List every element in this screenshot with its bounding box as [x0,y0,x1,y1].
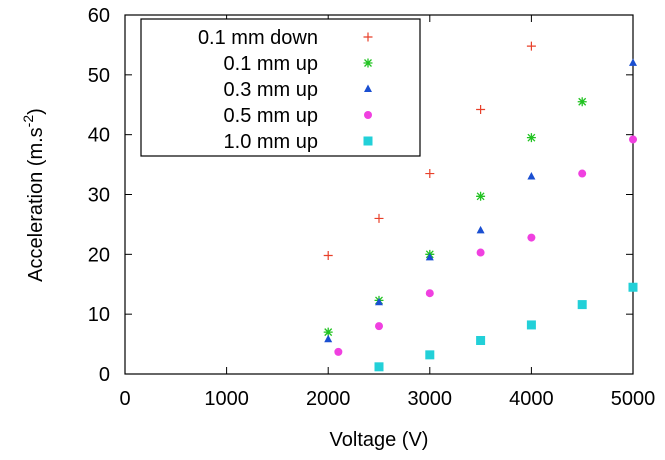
y-tick-label: 10 [88,304,110,326]
x-tick-label: 2000 [306,388,351,410]
data-point [526,41,536,51]
data-point [577,300,587,310]
legend-label: 1.0 mm up [224,131,318,153]
data-point [323,327,333,337]
x-axis-title: Voltage (V) [330,429,429,451]
y-tick-label: 0 [99,364,110,386]
data-point [476,248,485,257]
y-tick-label: 30 [88,185,110,207]
data-point [476,225,485,234]
data-point [374,213,384,223]
y-tick-label: 40 [88,125,110,147]
data-point [324,334,333,343]
data-point [628,282,638,292]
data-point [323,251,333,261]
data-point [425,169,435,179]
data-points [323,41,638,372]
data-point [374,362,384,372]
x-tick-label: 3000 [408,388,453,410]
data-point [527,172,536,180]
x-tick-label: 0 [119,388,130,410]
data-point [476,191,486,201]
legend-marker [364,84,372,92]
data-point [375,322,383,331]
y-tick-label: 50 [88,65,110,87]
plot-frame [124,14,634,375]
data-point [476,105,486,115]
data-point [629,58,637,66]
data-point [527,233,536,242]
data-point [629,135,637,144]
data-point [476,335,486,345]
legend-marker [363,32,373,42]
y-tick-labels: 0 10 20 30 40 50 60 [88,5,110,386]
data-point [425,350,435,360]
x-tick-label: 5000 [611,388,656,410]
data-point [334,347,343,356]
y-tick-label: 20 [88,244,110,266]
x-tick-label: 1000 [204,388,249,410]
y-tick-label: 60 [88,5,110,27]
legend-label: 0.3 mm up [224,79,318,101]
y-axis-title-superscript: -2 [20,115,36,128]
legend-box [140,18,421,157]
y-axis-title: Acceleration (m.s-2) [20,108,47,282]
legend-label: 0.1 mm down [198,27,318,49]
data-point [577,97,587,107]
data-point [425,289,434,298]
data-point [578,169,587,178]
y-axis-title-main: Acceleration (m.s [25,127,47,282]
data-point [526,320,536,330]
x-tick-labels: 0 1000 2000 3000 4000 5000 [119,388,655,410]
y-axis-title-end: ) [25,108,47,115]
legend: 0.1 mm down 0.1 mm up 0.3 mm up 0.5 mm up 1.… [140,18,421,157]
legend-label: 0.5 mm up [224,105,318,127]
legend-marker [364,111,372,119]
legend-label: 0.1 mm up [224,53,318,75]
data-point [425,252,434,261]
x-tick-label: 4000 [509,388,554,410]
legend-marker [363,58,373,68]
data-point [526,133,536,143]
legend-items: 0.1 mm down 0.1 mm up 0.3 mm up 0.5 mm up 1.… [198,27,373,153]
legend-marker [363,136,373,146]
data-point [375,297,383,306]
